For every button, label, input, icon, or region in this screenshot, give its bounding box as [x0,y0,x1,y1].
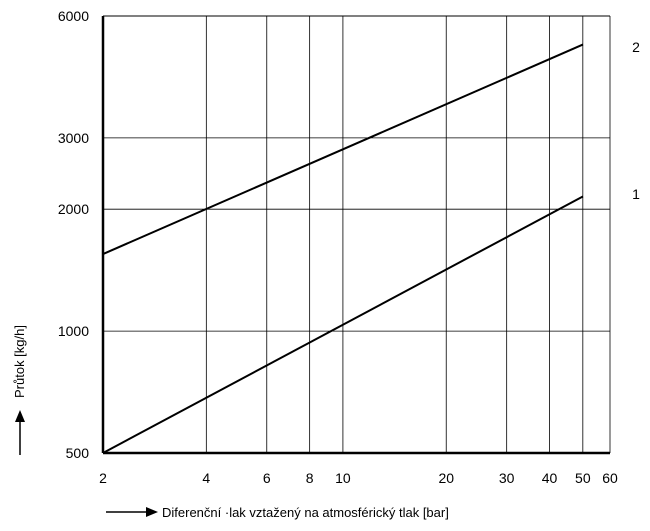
x-tick-label: 10 [335,470,351,486]
grid [102,15,611,454]
x-tick-label: 8 [306,470,314,486]
x-axis-label: Diferenční ·lak vztažený na atmosférický… [162,505,449,520]
y-axis-label: Průtok [kg/h] [12,325,27,398]
x-tick-label: 2 [99,470,107,486]
y-axis-label-group: Průtok [kg/h] [12,325,27,455]
series-label-1: 1 [632,186,640,202]
y-axis-arrow-head [15,410,25,422]
x-tick-label: 50 [575,470,591,486]
x-axis-arrow-head [146,507,158,517]
y-tick-label: 3000 [58,130,89,146]
y-tick-label: 2000 [58,201,89,217]
y-tick-label: 1000 [58,323,89,339]
y-tick-label: 6000 [58,8,89,24]
x-tick-label: 60 [602,470,618,486]
series-line-2 [102,43,584,255]
series-lines [102,43,584,454]
y-tick-label: 500 [66,445,90,461]
x-tick-label: 4 [202,470,210,486]
x-tick-label: 6 [263,470,271,486]
x-tick-label: 20 [438,470,454,486]
y-tick-labels: 500 1000 2000 3000 6000 [58,8,89,461]
series-label-2: 2 [632,39,640,55]
x-tick-label: 30 [499,470,515,486]
x-tick-label: 40 [542,470,558,486]
x-axis-label-group: Diferenční ·lak vztažený na atmosférický… [106,505,449,520]
series-labels: 21 [632,39,640,202]
x-tick-labels: 2 4 6 8 10 20 30 40 50 60 [99,470,618,486]
series-line-1 [102,195,584,454]
plot-frame [101,15,610,455]
